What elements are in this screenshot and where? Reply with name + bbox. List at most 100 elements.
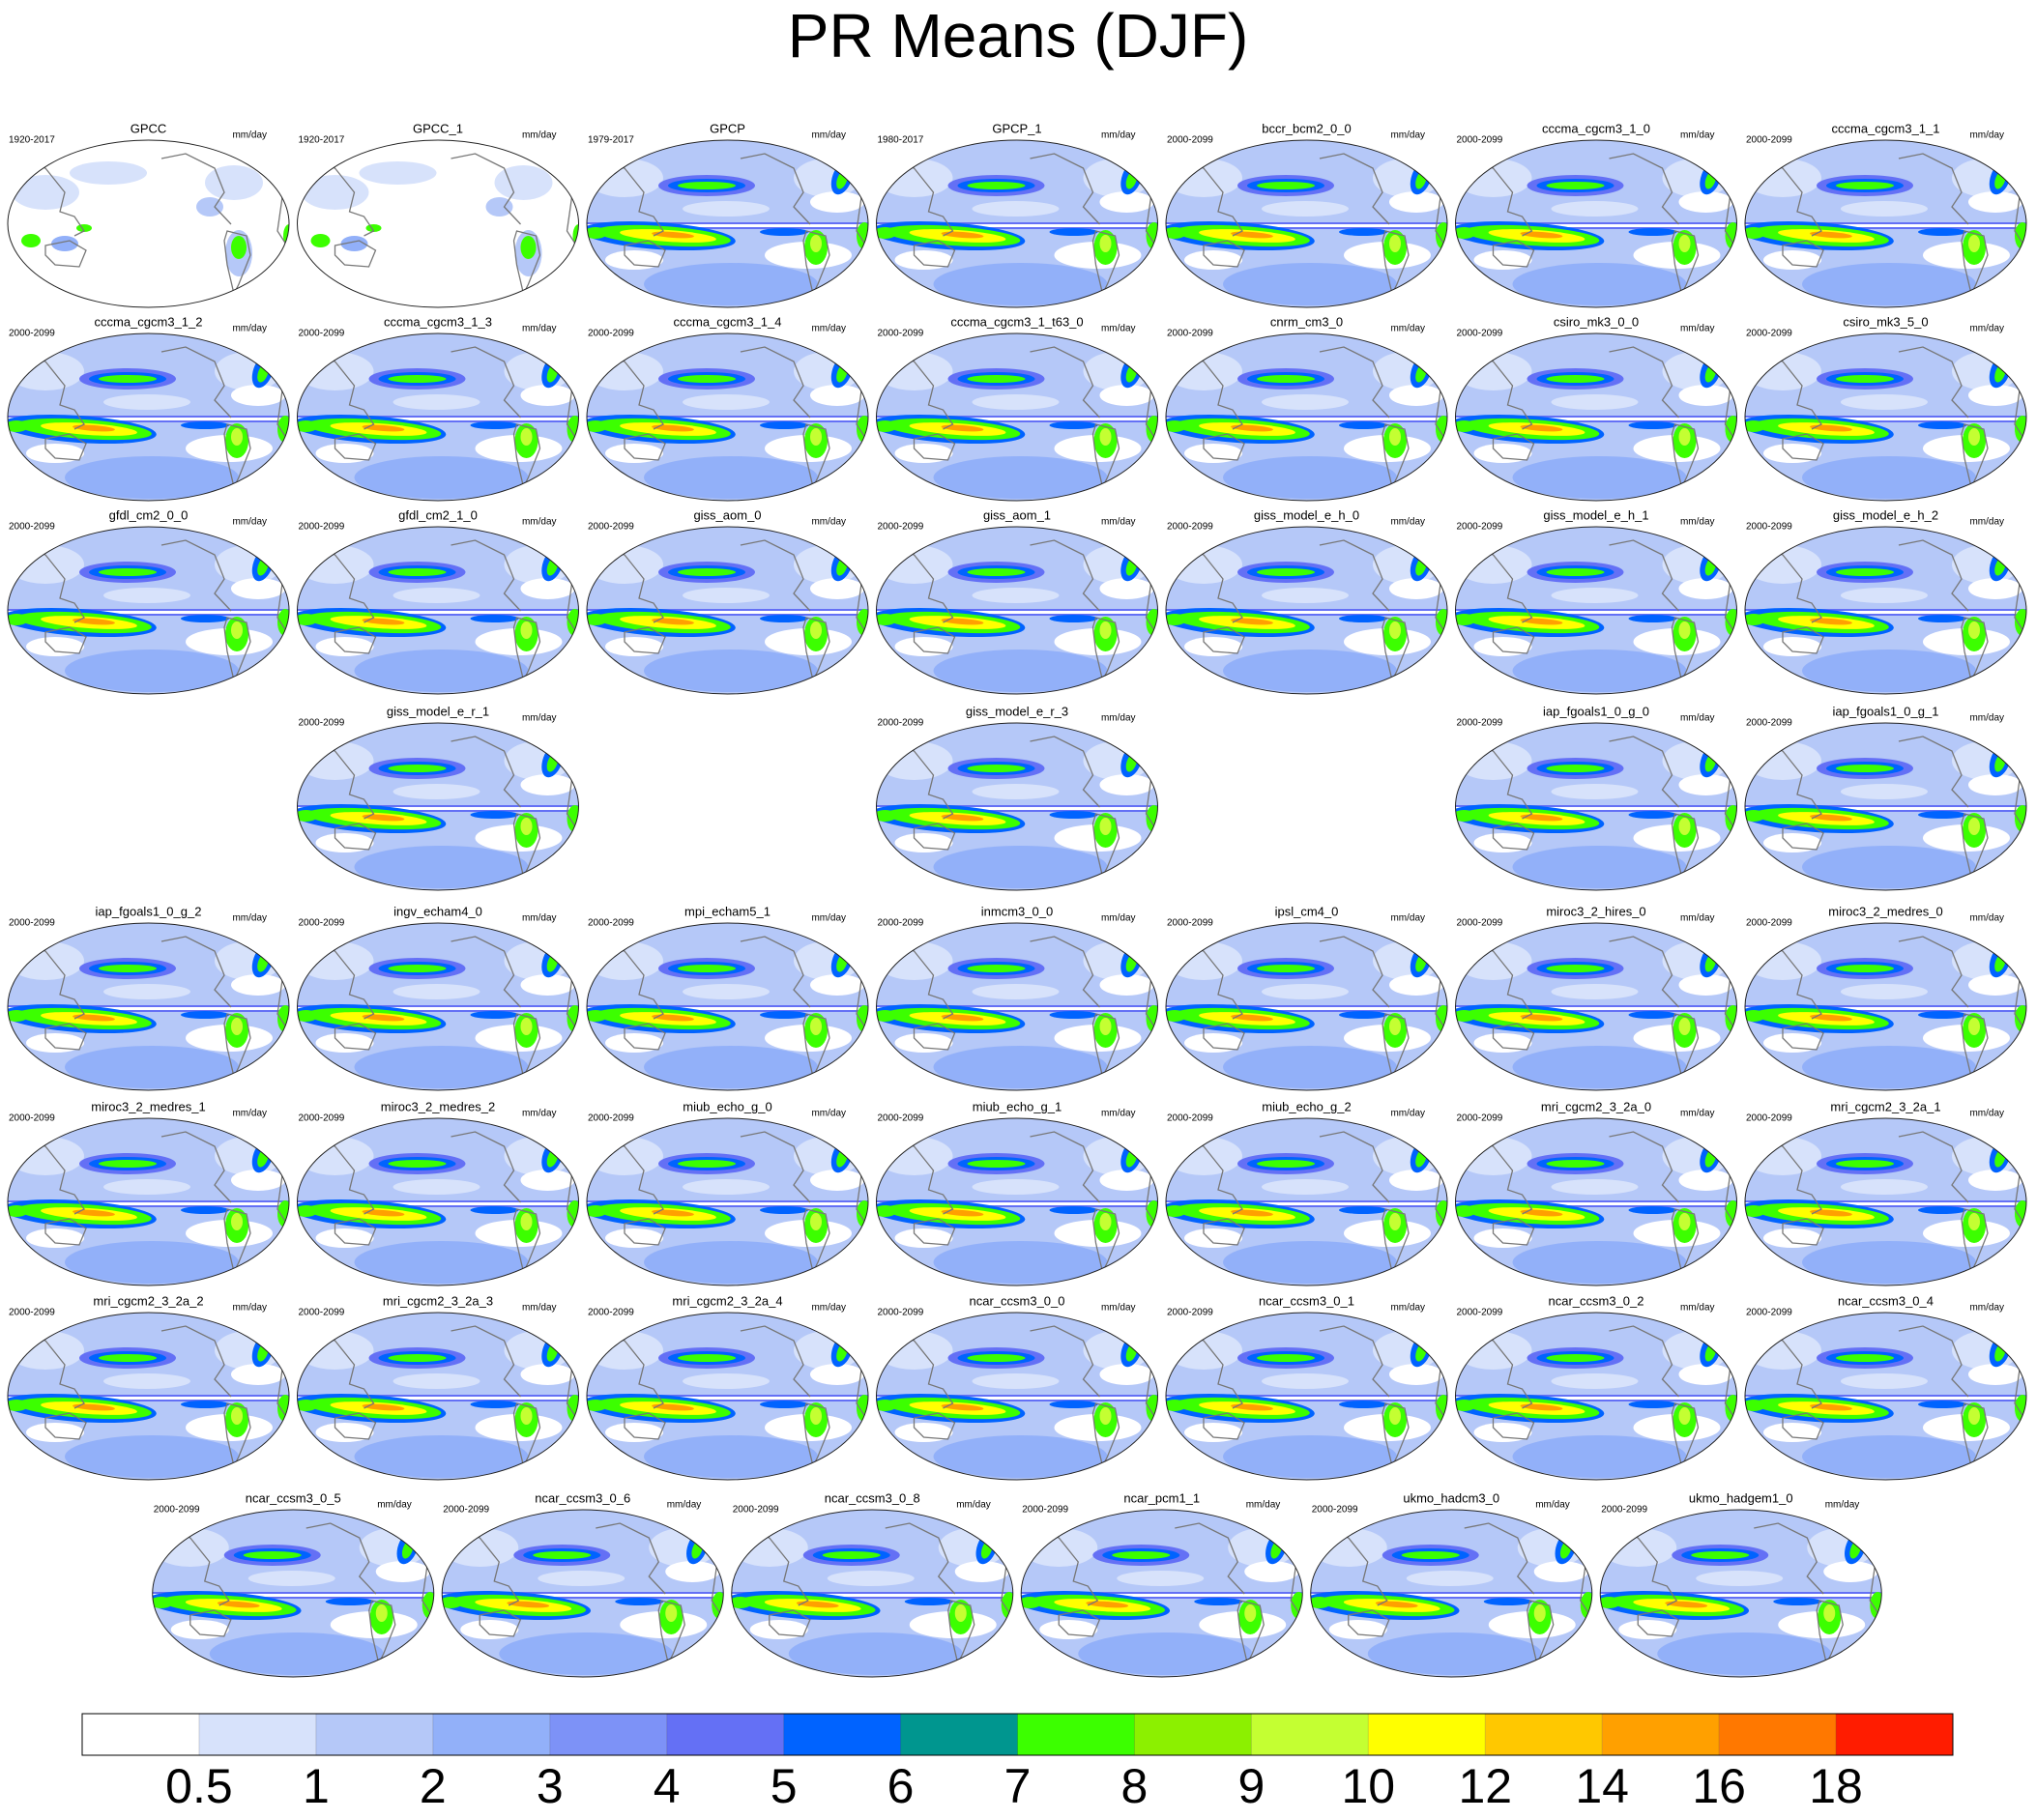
panel-units: mm/day bbox=[522, 517, 557, 528]
panel-title: ncar_ccsm3_0_2 bbox=[1549, 1293, 1644, 1308]
panel-period: 1980-2017 bbox=[878, 135, 924, 146]
panel: 2000-2099 cccma_cgcm3_1_3 mm/day bbox=[291, 314, 583, 502]
colorbar-bin bbox=[666, 1714, 784, 1755]
map bbox=[580, 1312, 872, 1481]
panel: 2000-2099 ncar_ccsm3_0_2 mm/day bbox=[1449, 1293, 1741, 1481]
panel: 2000-2099 giss_model_e_r_3 mm/day bbox=[870, 704, 1162, 891]
panel-title: cccma_cgcm3_1_0 bbox=[1542, 121, 1650, 135]
panel-title: ncar_ccsm3_0_0 bbox=[970, 1293, 1065, 1308]
colorbar-label: 2 bbox=[420, 1759, 447, 1813]
panel: 2000-2099 mri_cgcm2_3_2a_2 mm/day bbox=[1, 1293, 293, 1481]
panel: 2000-2099 cccma_cgcm3_1_0 mm/day bbox=[1449, 121, 1741, 308]
panel-units: mm/day bbox=[811, 913, 846, 924]
map bbox=[1014, 1509, 1306, 1678]
panel-period: 2000-2099 bbox=[154, 1505, 200, 1516]
map bbox=[1593, 1509, 1885, 1678]
panel-title: iap_fgoals1_0_g_0 bbox=[1543, 704, 1649, 718]
panel-period: 2000-2099 bbox=[878, 1308, 924, 1318]
panel-title: mri_cgcm2_3_2a_0 bbox=[1541, 1099, 1651, 1113]
panel: 2000-2099 mpi_echam5_1 mm/day bbox=[580, 904, 872, 1091]
panel-title: ukmo_hadgem1_0 bbox=[1689, 1490, 1793, 1505]
map bbox=[1159, 1312, 1451, 1481]
panel-units: mm/day bbox=[1969, 517, 2004, 528]
panel-title: giss_model_e_h_2 bbox=[1833, 507, 1938, 522]
map bbox=[146, 1509, 438, 1678]
panel: 1980-2017 GPCP_1 mm/day bbox=[870, 121, 1162, 308]
panel-period: 2000-2099 bbox=[1167, 522, 1213, 533]
panel-title: iap_fgoals1_0_g_2 bbox=[96, 904, 202, 918]
colorbar-bin bbox=[1602, 1714, 1720, 1755]
panel-title: ncar_ccsm3_0_8 bbox=[825, 1490, 920, 1505]
panel-period: 2000-2099 bbox=[1746, 522, 1792, 533]
panel-title: cnrm_cm3_0 bbox=[1270, 314, 1343, 329]
panel-period: 2000-2099 bbox=[1457, 718, 1503, 729]
panel-title: miroc3_2_medres_2 bbox=[381, 1099, 496, 1113]
panel-period: 2000-2099 bbox=[588, 918, 634, 929]
panel-title: cccma_cgcm3_1_t63_0 bbox=[950, 314, 1083, 329]
map bbox=[1738, 922, 2030, 1091]
panel: 2000-2099 miub_echo_g_1 mm/day bbox=[870, 1099, 1162, 1286]
panel: 2000-2099 mri_cgcm2_3_2a_3 mm/day bbox=[291, 1293, 583, 1481]
panel-title: ncar_pcm1_1 bbox=[1123, 1490, 1200, 1505]
panel: 2000-2099 giss_model_e_h_2 mm/day bbox=[1738, 507, 2030, 695]
panel-title: cccma_cgcm3_1_2 bbox=[95, 314, 203, 329]
panel-units: mm/day bbox=[1680, 324, 1715, 334]
colorbar-bin bbox=[783, 1714, 901, 1755]
map bbox=[1738, 1312, 2030, 1481]
panel-units: mm/day bbox=[1680, 713, 1715, 724]
map bbox=[7, 139, 295, 308]
panel-title: ukmo_hadcm3_0 bbox=[1403, 1490, 1499, 1505]
map bbox=[870, 922, 1162, 1091]
panel-period: 2000-2099 bbox=[1746, 918, 1792, 929]
panel-period: 2000-2099 bbox=[1457, 1113, 1503, 1124]
panel-units: mm/day bbox=[1101, 913, 1136, 924]
panel-units: mm/day bbox=[1969, 913, 2004, 924]
panel: 2000-2099 cnrm_cm3_0 mm/day bbox=[1159, 314, 1451, 502]
map bbox=[1738, 1117, 2030, 1286]
panel-title: mri_cgcm2_3_2a_3 bbox=[383, 1293, 493, 1308]
panel: 2000-2099 ingv_echam4_0 mm/day bbox=[291, 904, 583, 1091]
panel-units: mm/day bbox=[956, 1500, 991, 1511]
panel-title: ncar_ccsm3_0_6 bbox=[535, 1490, 630, 1505]
panel-period: 2000-2099 bbox=[1746, 329, 1792, 339]
panel-units: mm/day bbox=[811, 130, 846, 141]
panel: 2000-2099 giss_model_e_h_1 mm/day bbox=[1449, 507, 1741, 695]
panel: 2000-2099 miroc3_2_medres_2 mm/day bbox=[291, 1099, 583, 1286]
panel-period: 2000-2099 bbox=[9, 522, 55, 533]
panel-title: mri_cgcm2_3_2a_1 bbox=[1830, 1099, 1940, 1113]
map bbox=[870, 1312, 1162, 1481]
panel-title: csiro_mk3_0_0 bbox=[1554, 314, 1639, 329]
panel: 2000-2099 mri_cgcm2_3_2a_4 mm/day bbox=[580, 1293, 872, 1481]
panel-units: mm/day bbox=[1969, 130, 2004, 141]
panel-period: 2000-2099 bbox=[299, 329, 345, 339]
map bbox=[1159, 332, 1451, 502]
panel-units: mm/day bbox=[1101, 324, 1136, 334]
panel: 2000-2099 ncar_ccsm3_0_8 mm/day bbox=[725, 1490, 1017, 1678]
panel-period: 2000-2099 bbox=[588, 1113, 634, 1124]
panel-period: 2000-2099 bbox=[878, 918, 924, 929]
colorbar-label: 16 bbox=[1692, 1759, 1746, 1813]
map bbox=[870, 332, 1162, 502]
colorbar-bin bbox=[1719, 1714, 1837, 1755]
panel-units: mm/day bbox=[377, 1500, 412, 1511]
map bbox=[1738, 139, 2030, 308]
panel-period: 2000-2099 bbox=[878, 329, 924, 339]
map bbox=[1304, 1509, 1596, 1678]
panel-units: mm/day bbox=[1390, 324, 1425, 334]
panel-units: mm/day bbox=[1101, 1109, 1136, 1119]
panel: 2000-2099 giss_aom_0 mm/day bbox=[580, 507, 872, 695]
map bbox=[1738, 526, 2030, 695]
panel-units: mm/day bbox=[232, 1109, 267, 1119]
map bbox=[435, 1509, 727, 1678]
map bbox=[1, 332, 293, 502]
map bbox=[580, 526, 872, 695]
map bbox=[1449, 526, 1741, 695]
colorbar-label: 1 bbox=[303, 1759, 330, 1813]
panel-title: ncar_ccsm3_0_5 bbox=[246, 1490, 341, 1505]
panel-period: 2000-2099 bbox=[443, 1505, 489, 1516]
map bbox=[725, 1509, 1017, 1678]
colorbar-bin bbox=[1134, 1714, 1252, 1755]
map bbox=[1449, 1312, 1741, 1481]
panel-title: mri_cgcm2_3_2a_4 bbox=[672, 1293, 782, 1308]
colorbar-bin bbox=[82, 1714, 199, 1755]
